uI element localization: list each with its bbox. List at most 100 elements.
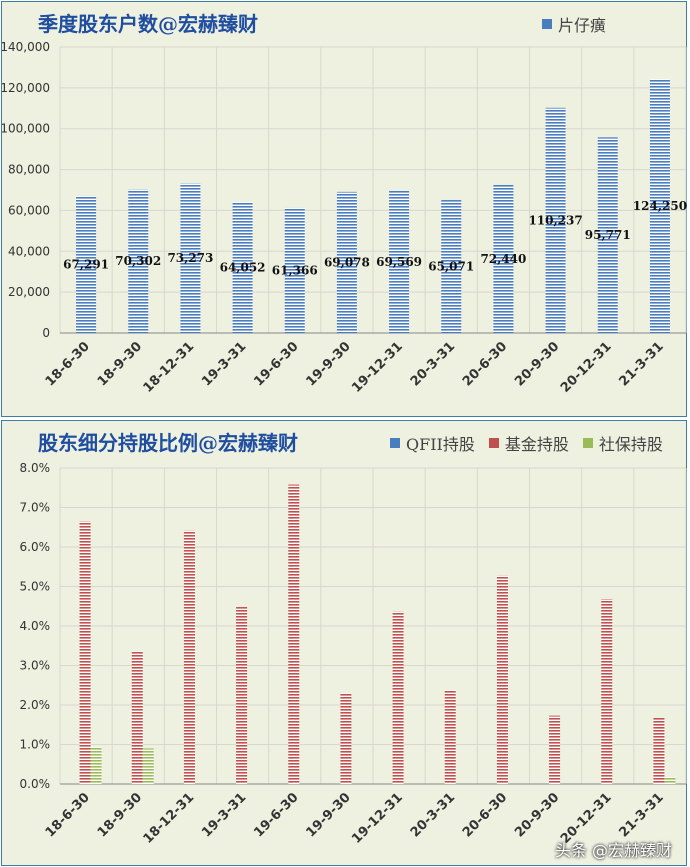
- bar-c2-s1-11: [653, 717, 665, 784]
- bar-c2-s1-6: [392, 611, 404, 784]
- legend-item: 基金持股: [488, 431, 569, 455]
- y-tick-label: 7.0%: [20, 501, 51, 515]
- bar-c1-s0-5: [336, 191, 357, 333]
- y-tick-label: 4.0%: [20, 619, 51, 633]
- x-tick-label: 20-9-30: [512, 790, 562, 840]
- bar-c1-s0-0: [76, 195, 97, 333]
- y-tick-label: 0.0%: [20, 777, 51, 791]
- bar-c1-s0-2: [180, 183, 201, 333]
- bar-c1-s0-11: [649, 79, 670, 333]
- y-tick-label: 0: [42, 326, 50, 340]
- x-tick-label: 21-3-31: [617, 339, 667, 389]
- x-tick-label: 19-12-31: [349, 790, 406, 847]
- chart-title: 季度股东户数@宏赫臻财: [38, 12, 258, 36]
- y-tick-label: 60,000: [8, 203, 50, 217]
- bar-c2-s1-3: [236, 607, 248, 784]
- data-label: 65,071: [428, 260, 474, 274]
- data-label: 110,237: [528, 213, 582, 227]
- bar-c2-s1-7: [444, 689, 456, 784]
- y-tick-label: 100,000: [2, 122, 50, 136]
- x-tick-label: 19-6-30: [251, 339, 301, 389]
- bar-c2-s1-9: [549, 715, 561, 784]
- data-label: 124,250: [633, 199, 687, 213]
- legend-item: 社保持股: [582, 431, 663, 455]
- bar-c2-s1-8: [496, 575, 508, 784]
- data-label: 73,273: [167, 251, 213, 265]
- x-tick-label: 19-3-31: [199, 790, 249, 840]
- bar-c2-s2-1: [142, 748, 154, 784]
- legend-swatch: [390, 438, 400, 448]
- bar-c2-s1-10: [601, 599, 613, 784]
- x-tick-label: 20-9-30: [512, 339, 562, 389]
- y-tick-label: 8.0%: [20, 461, 51, 475]
- x-tick-label: 21-3-31: [617, 790, 667, 840]
- x-tick-label: 18-6-30: [43, 790, 93, 840]
- x-tick-label: 20-12-31: [558, 339, 615, 396]
- x-tick-label: 18-6-30: [43, 339, 93, 389]
- x-tick-label: 18-12-31: [141, 339, 198, 396]
- bar-c1-s0-1: [128, 189, 149, 333]
- chart-legend: 片仔癀: [542, 12, 606, 36]
- data-label: 72,440: [480, 252, 526, 266]
- x-tick-label: 18-9-30: [95, 339, 145, 389]
- data-label: 61,366: [272, 263, 318, 277]
- x-tick-label: 20-6-30: [460, 339, 510, 389]
- data-label: 64,052: [220, 261, 266, 275]
- bar-c1-s0-10: [597, 137, 618, 333]
- y-tick-label: 2.0%: [20, 698, 51, 712]
- legend-label: 社保持股: [598, 435, 663, 454]
- y-tick-label: 3.0%: [20, 659, 51, 673]
- data-label: 95,771: [585, 228, 631, 242]
- bar-c1-s0-4: [284, 207, 305, 333]
- chart-panel-shareholders: 季度股东户数@宏赫臻财 片仔癀 0 20,000 40,000 60,000 80,00…: [1, 1, 687, 417]
- bar-chart-holdings: 0.0% 1.0% 2.0% 3.0% 4.0% 5.0% 6.0% 7.0% 8.0% 18-6…: [20, 461, 687, 847]
- data-label: 67,291: [63, 257, 109, 271]
- bar-c1-s0-9: [545, 107, 566, 333]
- y-tick-label: 1.0%: [20, 738, 51, 752]
- x-tick-label: 19-12-31: [349, 339, 406, 396]
- bar-c2-s2-11: [664, 776, 676, 784]
- y-tick-label: 140,000: [2, 40, 50, 54]
- bar-c1-s0-7: [441, 200, 462, 333]
- x-tick-label: 19-6-30: [251, 790, 301, 840]
- x-tick-label: 20-3-31: [408, 339, 458, 389]
- legend-label: QFII持股: [406, 435, 475, 454]
- bar-chart-shareholders: 0 20,000 40,000 60,000 80,000 100,000 120,000 1…: [2, 40, 687, 396]
- bar-c1-s0-8: [493, 185, 514, 333]
- data-label: 70,302: [115, 254, 161, 268]
- legend-swatch: [542, 19, 552, 29]
- legend-swatch: [488, 438, 499, 448]
- bar-c2-s2-0: [90, 746, 102, 784]
- chart-legend: QFII持股 基金持股 社保持股: [390, 431, 663, 455]
- x-tick-label: 19-3-31: [199, 339, 249, 389]
- y-tick-label: 40,000: [8, 244, 50, 258]
- bar-c1-s0-3: [232, 202, 253, 333]
- legend-item: 片仔癀: [542, 12, 606, 36]
- watermark: 头条 @宏赫臻财: [554, 841, 672, 860]
- x-tick-label: 20-6-30: [460, 790, 510, 840]
- chart-title: 股东细分持股比例@宏赫臻财: [38, 431, 298, 455]
- data-label: 69,078: [324, 255, 370, 269]
- bar-c2-s1-5: [340, 693, 352, 784]
- y-tick-label: 5.0%: [20, 580, 51, 594]
- legend-label: 片仔癀: [558, 16, 607, 35]
- legend-label: 基金持股: [504, 435, 569, 454]
- chart-panel-holdings: 股东细分持股比例@宏赫臻财 QFII持股 基金持股 社保持股 0.0% 1.0% 2…: [1, 420, 687, 866]
- x-tick-label: 20-3-31: [408, 790, 458, 840]
- y-tick-label: 120,000: [2, 81, 50, 95]
- bar-c2-s1-0: [79, 521, 91, 784]
- x-tick-label: 19-9-30: [304, 339, 354, 389]
- y-tick-label: 80,000: [8, 163, 50, 177]
- legend-swatch: [582, 438, 593, 448]
- y-tick-label: 20,000: [8, 285, 50, 299]
- bar-c2-s1-4: [288, 484, 300, 784]
- data-label: 69,569: [376, 255, 422, 269]
- bar-c2-s1-2: [183, 530, 195, 784]
- bar-c2-s1-1: [131, 650, 143, 784]
- legend-item: QFII持股: [390, 431, 475, 455]
- x-tick-label: 19-9-30: [304, 790, 354, 840]
- y-tick-label: 6.0%: [20, 540, 51, 554]
- x-tick-label: 18-9-30: [95, 790, 145, 840]
- bar-c1-s0-6: [389, 190, 410, 333]
- x-tick-label: 18-12-31: [141, 790, 198, 847]
